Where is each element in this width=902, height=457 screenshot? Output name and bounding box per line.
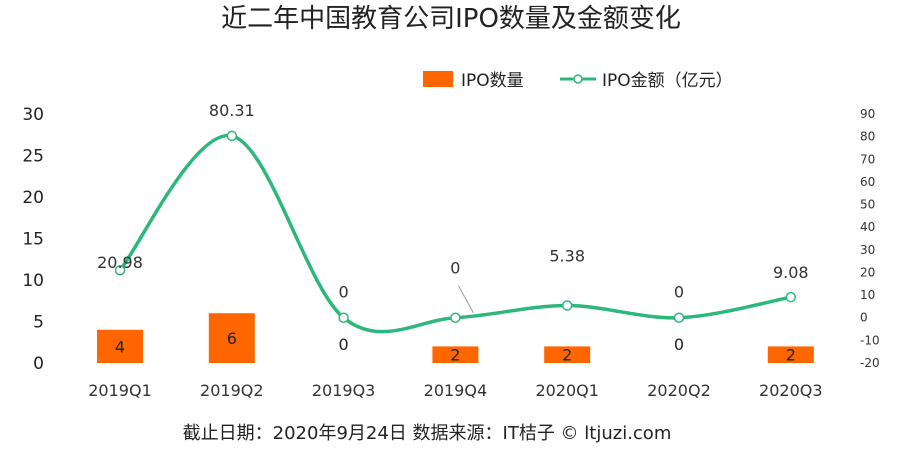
bar-value-label: 0 [674,335,684,354]
y-right-tick-label: 50 [860,198,875,212]
chart-title: 近二年中国教育公司IPO数量及金额变化 [221,4,681,34]
ipo-amount-line [118,134,792,334]
y-right-tick-label: 10 [860,288,875,302]
line-point-2020Q3 [785,291,797,303]
y-axis-right: -20 -10 0 10 20 30 40 50 60 70 80 90 [860,107,880,370]
bar-value-label: 2 [786,346,796,365]
line-point-2019Q3 [338,312,349,323]
y-right-tick-label: 40 [860,220,875,234]
bar-2019Q1 [97,329,143,363]
y-right-tick-label: 30 [860,243,875,257]
line-point-2019Q1 [114,264,126,276]
bar-series-ipo-count [97,313,814,363]
x-tick-label: 2019Q4 [424,381,488,400]
line-value-label: 5.38 [549,247,585,266]
x-axis: 2019Q1 2019Q2 2019Q3 2019Q4 2020Q1 2020Q2 2020… [88,381,822,400]
line-value-labels: 20.98 80.31 0 0 5.38 0 9.08 [97,101,809,313]
x-tick-label: 2020Q3 [759,381,823,400]
leader-line [457,285,474,313]
y-right-tick-label: -20 [860,356,880,370]
bar-2020Q3 [767,346,814,363]
y-right-tick-label: 20 [860,265,875,279]
line-point-2019Q2 [226,130,238,142]
line-point-2020Q1 [561,300,573,311]
x-tick-label: 2020Q2 [647,381,711,400]
line-point-2020Q2 [673,312,685,323]
x-tick-label: 2019Q1 [88,381,152,400]
line-point-2019Q4 [450,312,461,323]
legend-swatch-ipo-count [423,71,453,87]
y-left-tick-label: 15 [22,230,44,250]
bar-value-label: 2 [450,346,460,365]
y-right-tick-label: 90 [860,107,875,121]
bar-value-label: 4 [115,337,125,356]
y-right-tick-label: 70 [860,152,875,166]
y-axis-left: 0 5 10 15 20 25 30 [22,105,44,374]
line-value-label: 0 [450,259,460,278]
y-right-tick-label: 80 [860,130,875,144]
legend-label-ipo-amount: IPO金额（亿元） [602,71,733,91]
bar-value-label: 6 [227,329,237,348]
y-right-tick-label: -10 [860,333,880,347]
source-footer: 截止日期：2020年9月24日 数据来源：IT桔子 © ltjuzi.com [183,423,672,444]
bar-2019Q4 [432,346,479,363]
line-value-label: 20.98 [97,253,143,272]
line-series-ipo-amount [114,130,797,334]
y-left-tick-label: 5 [33,313,44,333]
y-left-tick-label: 25 [22,147,44,167]
y-right-tick-label: 60 [860,175,875,189]
y-left-tick-label: 20 [22,188,44,208]
line-value-label: 0 [674,283,684,302]
bar-2019Q2 [208,313,255,363]
line-value-label: 9.08 [773,263,809,282]
line-value-label: 0 [339,283,349,302]
bar-value-label: 0 [339,335,349,354]
y-left-tick-label: 30 [22,105,44,125]
y-left-tick-label: 0 [33,354,44,374]
y-left-tick-label: 10 [22,271,44,291]
bar-2020Q1 [544,346,591,363]
legend-marker-ipo-amount [573,74,583,84]
x-tick-label: 2020Q1 [535,381,599,400]
legend-label-ipo-count: IPO数量 [461,71,524,91]
x-tick-label: 2019Q3 [312,381,376,400]
bar-value-labels: 4 6 0 2 2 0 2 [115,329,796,365]
legend: IPO数量 IPO金额（亿元） [423,71,733,91]
y-right-tick-label: 0 [860,311,868,325]
line-value-label: 80.31 [209,101,255,120]
x-tick-label: 2019Q2 [200,381,264,400]
bar-value-label: 2 [562,346,572,365]
